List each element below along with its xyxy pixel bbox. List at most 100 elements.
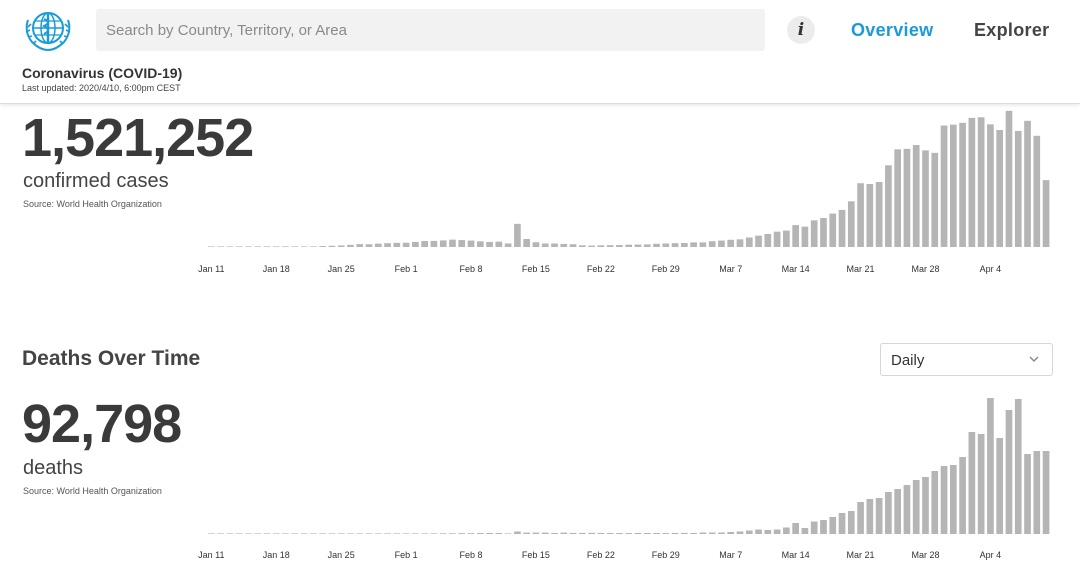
- chart-bar: [319, 246, 326, 247]
- chart-bar: [551, 243, 558, 247]
- chart-bar: [523, 532, 531, 534]
- top-header: i Overview Explorer Coronavirus (COVID-1…: [0, 0, 1080, 104]
- x-tick-label: Apr 4: [980, 264, 1002, 274]
- chart-bar: [514, 223, 521, 247]
- chart-bar: [829, 213, 837, 247]
- x-tick-label: Mar 14: [782, 264, 810, 274]
- chart-bar: [773, 231, 781, 247]
- deaths-total: 92,798: [22, 394, 182, 454]
- chart-bar: [254, 246, 262, 247]
- who-logo-icon[interactable]: [22, 6, 74, 54]
- cases-source-text: Source: World Health Organization: [23, 199, 162, 209]
- chart-bar: [235, 246, 243, 247]
- chart-bar: [532, 532, 540, 534]
- chart-bar: [894, 149, 902, 247]
- chart-bar: [838, 209, 846, 247]
- deaths-source-text: Source: World Health Organization: [23, 486, 162, 496]
- nav-overview-link[interactable]: Overview: [851, 20, 934, 40]
- chart-bar: [504, 533, 512, 534]
- chart-bar: [764, 233, 772, 247]
- chart-bar: [885, 492, 892, 534]
- chart-bar: [272, 246, 280, 247]
- info-icon: i: [797, 20, 805, 40]
- chart-bar: [282, 533, 289, 534]
- chart-bar: [328, 245, 336, 247]
- chart-bar: [449, 239, 456, 247]
- chart-bar: [810, 220, 818, 247]
- chart-bar: [476, 241, 484, 247]
- chart-bar: [430, 240, 438, 247]
- chart-bar: [745, 237, 753, 247]
- chart-bar: [977, 434, 985, 534]
- x-tick-label: Jan 25: [328, 550, 355, 560]
- chart-bar: [588, 532, 595, 534]
- chart-bar: [977, 117, 985, 247]
- chart-bar: [866, 499, 874, 534]
- chart-bar: [718, 240, 725, 247]
- x-tick-label: Mar 7: [719, 550, 742, 560]
- chart-bar: [959, 457, 966, 534]
- chart-bar: [996, 438, 1004, 534]
- chart-bar: [1042, 451, 1050, 534]
- chart-bar: [792, 225, 799, 247]
- chart-bar: [690, 242, 697, 247]
- chart-bar: [449, 533, 456, 534]
- chart-bar: [245, 533, 252, 534]
- chart-bar: [263, 533, 271, 534]
- chart-bar: [718, 532, 725, 534]
- chart-bar: [671, 533, 679, 534]
- chart-bar: [949, 124, 957, 247]
- chart-bar: [662, 533, 670, 534]
- chart-bar: [875, 181, 883, 247]
- chart-bar: [745, 530, 753, 534]
- chart-bar: [495, 533, 503, 534]
- chart-bar: [291, 246, 299, 247]
- search-input[interactable]: [96, 9, 765, 51]
- chart-bar: [569, 532, 577, 534]
- chart-bar: [940, 125, 948, 247]
- chart-bar: [783, 527, 790, 534]
- chart-bar: [681, 532, 688, 534]
- chart-bar: [708, 241, 716, 247]
- x-tick-label: Feb 29: [652, 550, 680, 560]
- chart-bar: [523, 239, 531, 247]
- chart-bar: [532, 242, 540, 247]
- chart-bar: [412, 533, 419, 534]
- chart-bar: [606, 533, 614, 534]
- chart-bar: [838, 513, 846, 534]
- chart-bar: [801, 528, 809, 534]
- chart-bar: [634, 533, 642, 534]
- chart-bar: [282, 246, 289, 247]
- chart-bar: [662, 243, 670, 247]
- deaths-section-title: Deaths Over Time: [22, 347, 201, 370]
- chart-bar: [810, 521, 818, 534]
- chart-bar: [643, 533, 651, 534]
- chart-bar: [217, 533, 224, 534]
- chart-bar: [541, 532, 549, 534]
- x-tick-label: Mar 7: [719, 264, 742, 274]
- chart-bar: [347, 244, 354, 247]
- nav-explorer-link[interactable]: Explorer: [974, 20, 1050, 40]
- chart-bar: [912, 145, 920, 247]
- page-title: Coronavirus (COVID-19): [22, 65, 183, 81]
- chart-bar: [671, 243, 679, 247]
- chart-bar: [384, 533, 391, 534]
- chart-bar: [514, 531, 521, 534]
- last-updated-text: Last updated: 2020/4/10, 6:00pm CEST: [22, 83, 181, 93]
- confirmed-cases-total: 1,521,252: [22, 108, 254, 168]
- chart-bar: [254, 533, 262, 534]
- chart-bar: [866, 183, 874, 247]
- x-tick-label: Mar 21: [847, 264, 875, 274]
- info-button[interactable]: i: [787, 16, 815, 44]
- x-tick-label: Jan 11: [198, 264, 224, 274]
- chart-bar: [347, 533, 354, 534]
- chart-bar: [625, 244, 633, 247]
- chart-bar: [1014, 130, 1022, 247]
- x-tick-label: Feb 29: [652, 264, 680, 274]
- frequency-dropdown[interactable]: Daily: [880, 343, 1053, 376]
- x-tick-label: Jan 11: [198, 550, 224, 560]
- chart-bar: [931, 152, 939, 247]
- chart-bar: [968, 117, 976, 247]
- x-tick-label: Apr 4: [980, 550, 1002, 560]
- chart-bar: [356, 533, 364, 534]
